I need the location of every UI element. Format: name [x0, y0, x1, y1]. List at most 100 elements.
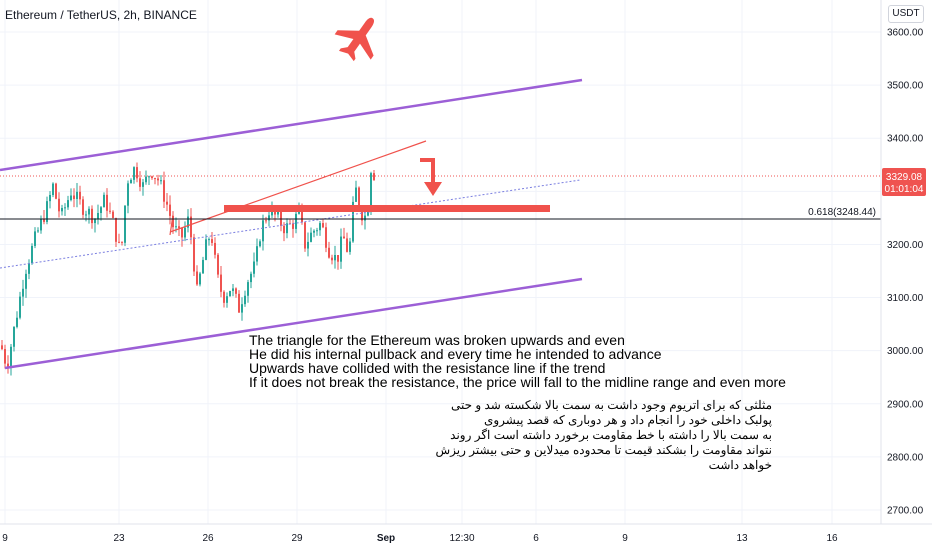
- candle-body: [196, 271, 198, 285]
- candle-body: [322, 223, 324, 228]
- triangle-support-line[interactable]: [169, 214, 174, 236]
- candle-body: [313, 230, 315, 233]
- candle-body: [316, 230, 318, 232]
- candle-body: [151, 176, 153, 179]
- candle-body: [19, 296, 21, 318]
- english-annotation[interactable]: The triangle for the Ethereum was broken…: [249, 333, 786, 389]
- candle-body: [52, 183, 54, 196]
- candle-body: [364, 215, 366, 221]
- time-tick-label: 23: [113, 533, 125, 544]
- candle-body: [283, 225, 285, 234]
- candle-body: [238, 293, 240, 313]
- candle-body: [73, 195, 75, 199]
- candle-body: [241, 304, 243, 313]
- candle-body: [184, 227, 186, 238]
- candle-body: [208, 239, 210, 241]
- candle-body: [301, 206, 303, 223]
- candle-body: [199, 273, 201, 285]
- candle-body: [202, 259, 204, 274]
- channel-upper-line[interactable]: [0, 78, 583, 172]
- triangle-resistance-line[interactable]: [169, 140, 427, 233]
- price-tick-label: 3500.00: [887, 81, 924, 92]
- candle-body: [103, 194, 105, 208]
- candle-body: [250, 273, 252, 283]
- price-tick-label: 3400.00: [887, 134, 924, 145]
- candle-body: [25, 273, 27, 289]
- candle-body: [163, 180, 165, 202]
- candle-body: [100, 207, 102, 214]
- candle-body: [232, 288, 234, 291]
- candle-body: [286, 223, 288, 234]
- price-tick-label: 3200.00: [887, 240, 924, 251]
- annotation-line: مثلثی که برای اتریوم وجود داشت به سمت با…: [450, 398, 772, 412]
- candle-body: [262, 220, 264, 242]
- annotation-line: نتواند مقاومت را بشکند قیمت تا محدوده می…: [435, 443, 772, 457]
- candle-body: [34, 231, 36, 246]
- candle-body: [166, 201, 168, 205]
- candle-body: [79, 191, 81, 200]
- candle-body: [70, 195, 72, 201]
- candle-body: [337, 255, 339, 262]
- time-tick-label: 26: [202, 533, 214, 544]
- candle-body: [340, 236, 342, 262]
- candle-body: [367, 211, 369, 216]
- candle-body: [61, 207, 63, 212]
- candle-body: [259, 241, 261, 247]
- annotation-line: Upwards have collided with the resistanc…: [249, 360, 606, 376]
- candle-body: [88, 208, 90, 215]
- svg-text:3329.08: 3329.08: [886, 172, 923, 183]
- candle-body: [94, 218, 96, 224]
- candle-body: [253, 261, 255, 274]
- candle-body: [115, 217, 117, 242]
- candle-body: [352, 201, 354, 242]
- annotation-line: به سمت بالا را داشته با خط مقاومت برخورد…: [450, 428, 772, 442]
- time-tick-label: 29: [291, 533, 303, 544]
- candle-body: [217, 254, 219, 275]
- annotation-line: If it does not break the resistance, the…: [249, 374, 786, 390]
- candle-body: [277, 211, 279, 215]
- candle-body: [292, 223, 294, 229]
- candle-body: [268, 215, 270, 221]
- candle-body: [319, 223, 321, 231]
- candle-body: [178, 226, 180, 229]
- channel-lower-line[interactable]: [4, 277, 583, 370]
- time-tick-label: 16: [826, 533, 838, 544]
- currency-button[interactable]: USDT: [888, 5, 924, 23]
- candle-body: [325, 227, 327, 248]
- candle-body: [160, 180, 162, 182]
- candle-body: [328, 247, 330, 258]
- candle-body: [139, 178, 141, 187]
- trend-dotted-line[interactable]: [0, 179, 581, 269]
- candle-body: [97, 213, 99, 219]
- candle-body: [205, 239, 207, 260]
- candle-body: [76, 191, 78, 199]
- resistance-zone[interactable]: [224, 205, 550, 212]
- candle-body: [370, 173, 372, 212]
- candle-body: [346, 238, 348, 252]
- candle-body: [295, 213, 297, 229]
- candle-body: [175, 226, 177, 228]
- candle-body: [334, 255, 336, 261]
- annotation-line: خواهد داشت: [708, 458, 772, 472]
- candle-body: [43, 218, 45, 222]
- candle-body: [31, 245, 33, 264]
- candle-body: [220, 274, 222, 292]
- candle-body: [49, 195, 51, 202]
- time-axis[interactable]: 9 23 26 29 Sep 12:30 6 9 13 16: [2, 533, 838, 544]
- candle-body: [91, 208, 93, 224]
- price-tick-label: 2700.00: [887, 506, 924, 517]
- candle-body: [343, 236, 345, 239]
- annotation-line: The triangle for the Ethereum was broken…: [249, 332, 625, 348]
- down-arrow-icon: [420, 158, 442, 196]
- price-tick-label: 3100.00: [887, 293, 924, 304]
- price-tick-label: 2900.00: [887, 399, 924, 410]
- candle-body: [223, 291, 225, 303]
- candle-body: [55, 183, 57, 199]
- persian-annotation[interactable]: مثلثی که برای اتریوم وجود داشت به سمت با…: [435, 398, 772, 473]
- airplane-icon: [334, 17, 375, 62]
- fib-level-label: 0.618(3248.44): [808, 207, 876, 218]
- candle-body: [13, 326, 15, 347]
- candle-body: [214, 242, 216, 255]
- candle-body: [229, 290, 231, 297]
